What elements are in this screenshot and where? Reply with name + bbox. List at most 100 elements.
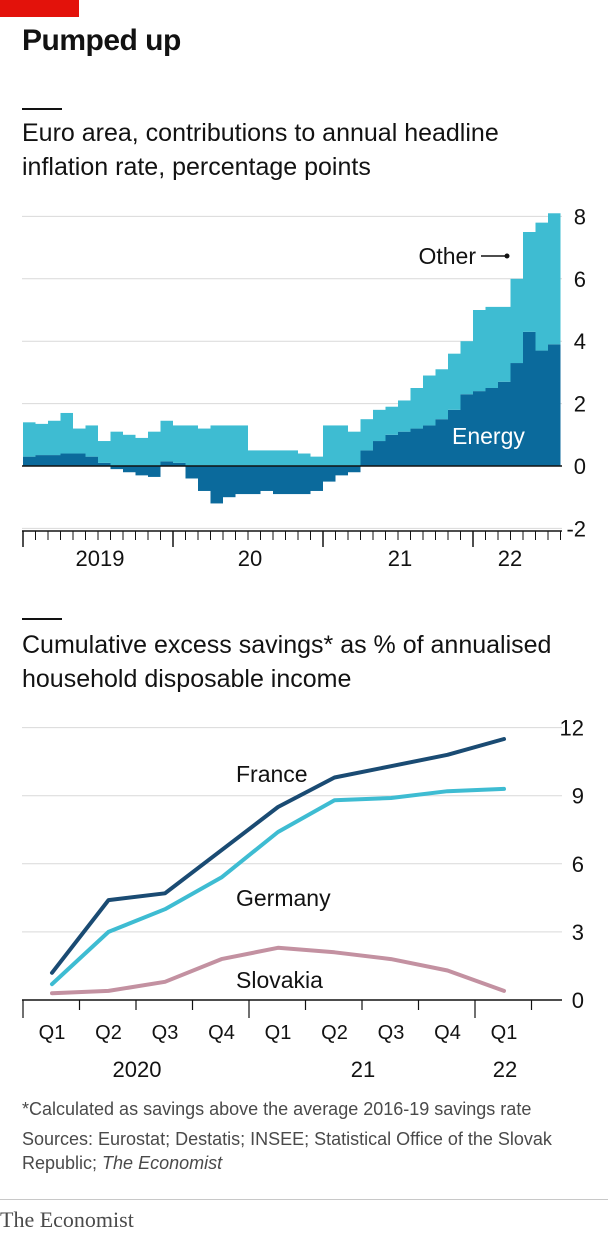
x-tick-label: Q3 — [152, 1022, 179, 1044]
other-bar — [23, 422, 36, 457]
bottom-rule — [0, 1199, 608, 1200]
energy-bar — [385, 434, 398, 466]
other-bar — [198, 428, 211, 466]
sources-italic: The Economist — [102, 1153, 223, 1173]
y-tick-label: 6 — [572, 852, 584, 877]
energy-bar — [323, 466, 336, 482]
energy-bar — [85, 456, 98, 466]
energy-bar — [435, 419, 448, 466]
chart2-title: Cumulative excess savings* as % of annua… — [22, 631, 552, 693]
energy-bar — [160, 461, 173, 466]
x-tick-label: Q4 — [208, 1022, 235, 1044]
headline: Pumped up — [22, 24, 181, 57]
other-bar — [348, 431, 361, 466]
other-bar — [523, 232, 536, 332]
other-bar — [398, 400, 411, 432]
y-tick-label: 8 — [574, 204, 586, 229]
other-bar — [235, 425, 248, 466]
other-bar — [423, 375, 436, 426]
other-bar — [85, 425, 98, 457]
energy-bar — [273, 466, 286, 495]
energy-bar — [98, 462, 111, 466]
energy-bar — [398, 431, 411, 466]
x-tick-label: Q4 — [434, 1022, 461, 1044]
other-bar — [285, 450, 298, 466]
y-tick-label: 0 — [574, 454, 586, 479]
energy-bar — [510, 363, 523, 466]
other-bar — [548, 213, 561, 345]
energy-bar — [123, 466, 136, 473]
energy-bar — [73, 453, 86, 466]
energy-bar — [485, 388, 498, 466]
energy-bar — [448, 409, 461, 466]
other-bar — [110, 431, 123, 466]
y-tick-label: 3 — [572, 920, 584, 945]
other-bar — [35, 423, 48, 456]
energy-bar — [110, 466, 123, 470]
other-bar — [373, 409, 386, 442]
year-label: 21 — [351, 1057, 375, 1082]
other-bar — [310, 456, 323, 466]
x-tick-label: Q1 — [39, 1022, 66, 1044]
sources: Sources: Eurostat; Destatis; INSEE; Stat… — [22, 1127, 582, 1175]
other-bar — [135, 437, 148, 466]
x-tick-label: 22 — [498, 546, 522, 571]
x-tick-label: 20 — [238, 546, 262, 571]
energy-bar — [473, 391, 486, 466]
other-bar — [510, 278, 523, 364]
other-bar — [360, 419, 373, 451]
year-label: 2020 — [113, 1057, 162, 1082]
other-bar — [123, 434, 136, 466]
series-line-france — [50, 737, 506, 975]
energy-bar — [348, 466, 361, 473]
x-tick-label: Q1 — [265, 1022, 292, 1044]
annotation-energy: Energy — [452, 423, 525, 449]
inflation-chart: -2 0 2 4 6 8 2019 20 21 22 Other Energy — [22, 204, 586, 571]
energy-bar — [135, 466, 148, 476]
chart2-rule — [22, 618, 62, 620]
other-bar — [473, 310, 486, 392]
y-tick-label: 12 — [560, 716, 584, 741]
series-line-slovakia — [50, 945, 506, 996]
y-tick-label: -2 — [566, 516, 586, 541]
energy-bar — [298, 466, 311, 495]
other-bar — [185, 425, 198, 466]
other-bar — [48, 420, 61, 456]
other-bar — [448, 353, 461, 410]
other-bar — [335, 425, 348, 466]
other-bar — [248, 450, 261, 466]
energy-bar — [60, 453, 73, 466]
energy-bar — [35, 455, 48, 466]
other-bar — [323, 425, 336, 466]
year-label: 22 — [493, 1057, 517, 1082]
other-bar — [460, 341, 473, 395]
other-bar — [273, 450, 286, 466]
x-tick-label: Q3 — [378, 1022, 405, 1044]
x-tick-label: Q2 — [95, 1022, 122, 1044]
energy-bar — [548, 344, 561, 466]
economist-logo: The Economist — [0, 1207, 134, 1232]
energy-bar — [173, 462, 186, 466]
y-tick-label: 6 — [574, 267, 586, 292]
other-bar — [485, 306, 498, 388]
other-bar — [98, 441, 111, 463]
energy-bar — [535, 350, 548, 466]
other-bar — [385, 406, 398, 435]
other-bar — [535, 222, 548, 351]
energy-bar — [423, 425, 436, 466]
other-bar — [435, 369, 448, 420]
y-tick-label: 0 — [572, 988, 584, 1013]
y-tick-label: 4 — [574, 329, 586, 354]
series-line-germany — [50, 786, 506, 987]
savings-chart: 0 3 6 9 12 Q1 Q2 Q3 Q4 Q1 Q2 Q3 Q4 Q1 2020 21 22 France Ge… — [22, 716, 584, 1082]
footnote: *Calculated as savings above the average… — [22, 1099, 532, 1119]
energy-bar — [260, 466, 273, 491]
energy-bar — [498, 381, 511, 466]
energy-bar — [335, 466, 348, 476]
energy-bar — [310, 466, 323, 491]
energy-bar — [373, 441, 386, 466]
energy-bar — [248, 466, 261, 495]
series-label-slovakia: Slovakia — [236, 967, 323, 993]
energy-bar — [210, 466, 223, 504]
energy-bar — [285, 466, 298, 495]
